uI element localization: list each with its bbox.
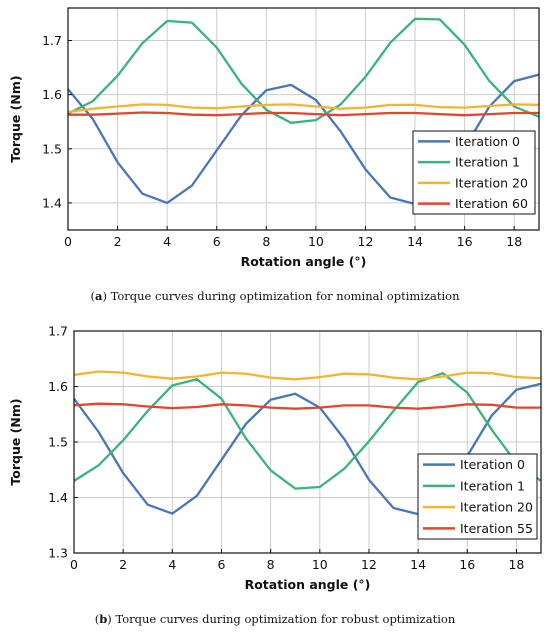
x-tick-label: 6 bbox=[213, 234, 221, 249]
x-tick-label: 8 bbox=[267, 557, 275, 572]
series-line-4 bbox=[73, 402, 541, 410]
y-tick-label: 1.4 bbox=[48, 490, 68, 505]
y-tick-label: 1.6 bbox=[42, 87, 62, 102]
legend-label: Iteration 20 bbox=[460, 500, 533, 515]
x-tick-label: 2 bbox=[119, 557, 127, 572]
x-tick-label: 10 bbox=[312, 557, 328, 572]
legend-label: Iteration 0 bbox=[460, 457, 525, 472]
plot-frame bbox=[67, 7, 540, 231]
y-tick-label: 1.6 bbox=[48, 379, 68, 394]
legend-label: Iteration 20 bbox=[455, 175, 528, 190]
caption-a: (a) Torque curves during optimization fo… bbox=[90, 289, 460, 303]
x-tick-label: 6 bbox=[217, 557, 225, 572]
legend: Iteration 0 Iteration 1 Iteration 20 Iterat… bbox=[412, 130, 536, 215]
x-axis-title: Rotation angle (°) bbox=[241, 254, 367, 269]
y-tick-label: 1.7 bbox=[42, 33, 62, 48]
x-tick-label: 14 bbox=[407, 234, 423, 249]
y-tick-label: 1.5 bbox=[42, 141, 62, 156]
y-axis-title: Torque (Nm) bbox=[8, 75, 23, 162]
chart-a: 0 2 4 6 8 10 12 14 16 18 1.4 1.5 1.6 1.7 Rotation angl… bbox=[8, 7, 540, 269]
legend-box bbox=[417, 453, 538, 540]
x-tick-label: 4 bbox=[168, 557, 176, 572]
legend-label: Iteration 55 bbox=[460, 521, 533, 536]
caption-b: (b) Torque curves during optimization fo… bbox=[94, 612, 456, 626]
y-axis-title: Torque (Nm) bbox=[8, 398, 23, 485]
series-line-4 bbox=[68, 111, 539, 117]
chart-b: 0 2 4 6 8 10 12 14 16 18 1.3 1.4 1.5 1.6 1.7 Rotation a… bbox=[8, 324, 542, 592]
x-tick-label: 18 bbox=[508, 557, 524, 572]
legend-box bbox=[412, 130, 536, 215]
x-tick-label: 2 bbox=[114, 234, 122, 249]
x-tick-label: 0 bbox=[70, 557, 78, 572]
x-tick-label: 8 bbox=[262, 234, 270, 249]
x-tick-label: 4 bbox=[163, 234, 171, 249]
x-tick-label: 14 bbox=[410, 557, 426, 572]
series-line-3 bbox=[67, 103, 540, 114]
legend-label: Iteration 0 bbox=[455, 134, 520, 149]
x-axis-title: Rotation angle (°) bbox=[245, 577, 371, 592]
x-tick-label: 10 bbox=[308, 234, 324, 249]
legend: Iteration 0 Iteration 1 Iteration 20 Iterat… bbox=[417, 453, 538, 540]
series-line-3 bbox=[73, 370, 542, 381]
series-line-2 bbox=[67, 17, 540, 124]
y-tick-label: 1.5 bbox=[48, 435, 68, 450]
y-tick-label: 1.7 bbox=[48, 324, 68, 339]
y-tick-label: 1.3 bbox=[48, 546, 68, 561]
x-tick-label: 12 bbox=[358, 234, 374, 249]
x-tick-label: 16 bbox=[459, 557, 475, 572]
x-tick-label: 16 bbox=[457, 234, 473, 249]
legend-label: Iteration 60 bbox=[455, 196, 528, 211]
legend-label: Iteration 1 bbox=[455, 155, 520, 170]
x-tick-label: 12 bbox=[361, 557, 377, 572]
x-tick-label: 18 bbox=[506, 234, 522, 249]
legend-label: Iteration 1 bbox=[460, 478, 525, 493]
y-tick-label: 1.4 bbox=[42, 195, 62, 210]
x-tick-label: 0 bbox=[64, 234, 72, 249]
